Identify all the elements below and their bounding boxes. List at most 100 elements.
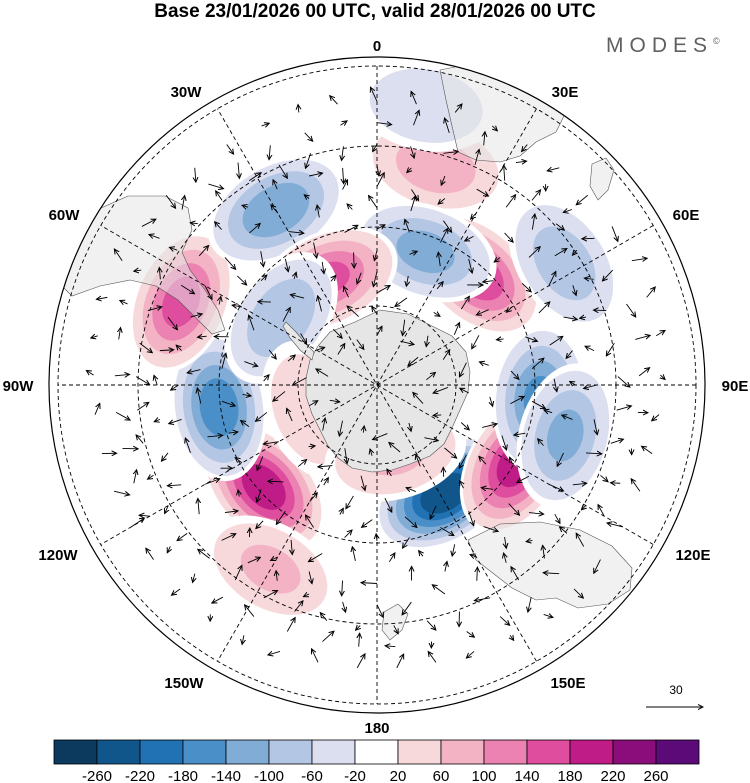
- wind-vector: [484, 132, 485, 146]
- wind-vector: [576, 194, 589, 205]
- wind-vector: [304, 132, 313, 141]
- wind-vector: [305, 153, 311, 168]
- wind-vector: [176, 345, 182, 351]
- wind-vector: [376, 604, 383, 618]
- colorbar-box: [569, 739, 614, 765]
- wind-vector: [242, 635, 244, 644]
- wind-vector: [232, 305, 243, 307]
- wind-vector: [171, 384, 179, 390]
- wind-vector: [114, 249, 123, 261]
- wind-vector: [642, 446, 653, 454]
- wind-vector: [263, 591, 278, 599]
- colorbar-tick-label: -180: [168, 768, 198, 783]
- wind-vector: [308, 401, 318, 407]
- wind-vector: [646, 287, 656, 298]
- wind-vector: [426, 372, 435, 381]
- wind-vector: [573, 588, 583, 598]
- wind-vector: [481, 488, 493, 490]
- wind-vector: [195, 167, 196, 182]
- wind-vector: [242, 394, 251, 396]
- wind-vector: [460, 422, 469, 429]
- wind-vector: [288, 232, 303, 234]
- wind-vector: [361, 583, 378, 584]
- wind-vector: [278, 164, 287, 178]
- wind-vector: [154, 419, 161, 421]
- wind-vector: [297, 460, 306, 467]
- wind-vector: [460, 296, 469, 310]
- wind-vector: [373, 143, 377, 152]
- wind-vector: [308, 553, 323, 562]
- wind-vector: [376, 225, 385, 229]
- lon-label-90e: 90E: [722, 378, 749, 395]
- wind-vector: [198, 246, 208, 257]
- wind-vector: [580, 317, 587, 318]
- wind-vector: [610, 439, 624, 444]
- wind-vector: [474, 149, 479, 165]
- colorbar-box: [53, 739, 98, 765]
- wind-vector: [356, 625, 361, 630]
- australia: [467, 521, 633, 609]
- lon-label-120w: 120W: [38, 547, 78, 564]
- wind-vector: [407, 168, 412, 173]
- wind-vector: [548, 271, 556, 286]
- wind-vector: [582, 506, 586, 510]
- wind-vector: [177, 533, 188, 540]
- wind-vector: [452, 544, 455, 556]
- wind-vector: [600, 474, 608, 481]
- lon-label-180: 180: [364, 720, 389, 737]
- wind-vector: [276, 571, 277, 581]
- wind-vector: [148, 475, 154, 479]
- wind-vector: [94, 403, 100, 415]
- wind-vector: [403, 537, 410, 549]
- wind-vector: [342, 146, 344, 160]
- wind-vector: [260, 275, 267, 281]
- wind-vector: [543, 545, 545, 559]
- lon-label-30w: 30W: [171, 84, 203, 101]
- wind-vector: [555, 223, 564, 230]
- wind-vector: [529, 513, 544, 515]
- wind-vector: [271, 205, 279, 214]
- wind-vector: [477, 567, 478, 581]
- wind-vector: [384, 497, 392, 512]
- lon-label-30e: 30E: [552, 84, 579, 101]
- wind-vector: [329, 400, 340, 402]
- wind-vector: [263, 442, 279, 444]
- wind-vector: [389, 443, 401, 453]
- wind-vector: [499, 616, 510, 626]
- wind-vector: [510, 457, 513, 464]
- wind-vector: [287, 408, 293, 422]
- wind-vector: [466, 631, 475, 637]
- wind-vector: [531, 400, 545, 408]
- lon-label-120e: 120E: [675, 547, 710, 564]
- wind-vector: [419, 551, 423, 557]
- wind-vector: [563, 317, 578, 319]
- wind-vector: [285, 258, 288, 272]
- wind-vector: [376, 286, 390, 294]
- wind-vector: [560, 527, 568, 534]
- wind-vector: [631, 479, 641, 492]
- wind-vector: [369, 196, 378, 209]
- lon-label-150w: 150W: [164, 675, 204, 692]
- wind-vector: [496, 339, 504, 340]
- wind-vector: [438, 198, 446, 204]
- wind-vector: [291, 539, 292, 555]
- wind-vector: [413, 392, 424, 404]
- wind-vector: [510, 635, 514, 640]
- wind-vector: [207, 435, 223, 436]
- wind-vector: [114, 374, 130, 375]
- wind-vector: [221, 534, 236, 541]
- meridian-line: [217, 108, 537, 662]
- anomaly-contour: [546, 409, 584, 462]
- wind-vector: [426, 335, 428, 347]
- wind-vector: [212, 596, 224, 603]
- wind-vector: [517, 475, 530, 482]
- wind-vector: [316, 369, 329, 377]
- wind-vector: [238, 490, 239, 497]
- wind-vector: [544, 410, 553, 413]
- wind-vector: [245, 605, 255, 617]
- antarctica-landmass: [305, 309, 471, 473]
- wind-vector: [548, 483, 564, 491]
- wind-vector: [242, 205, 248, 207]
- wind-vector: [410, 196, 416, 212]
- wind-vector: [149, 235, 160, 239]
